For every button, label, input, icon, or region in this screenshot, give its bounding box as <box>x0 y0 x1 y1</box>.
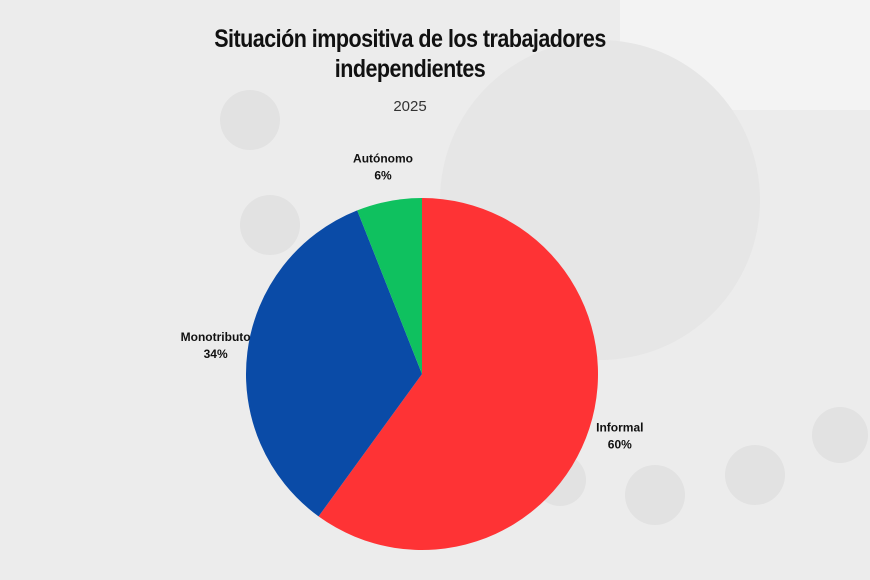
pie-slice <box>318 198 599 551</box>
slice-label: Monotributo <box>181 330 251 344</box>
pie-slice <box>246 210 422 517</box>
value-label: 60% <box>608 437 632 451</box>
chart-title: Situación impositiva de los trabajadores… <box>214 25 606 83</box>
value-label: 34% <box>204 347 228 361</box>
slice-label: Informal <box>596 420 643 434</box>
slice-label: Autónomo <box>353 152 413 166</box>
pie-slice <box>357 198 422 374</box>
value-label: 6% <box>374 169 392 183</box>
chart-subtitle: 2025 <box>393 98 427 115</box>
